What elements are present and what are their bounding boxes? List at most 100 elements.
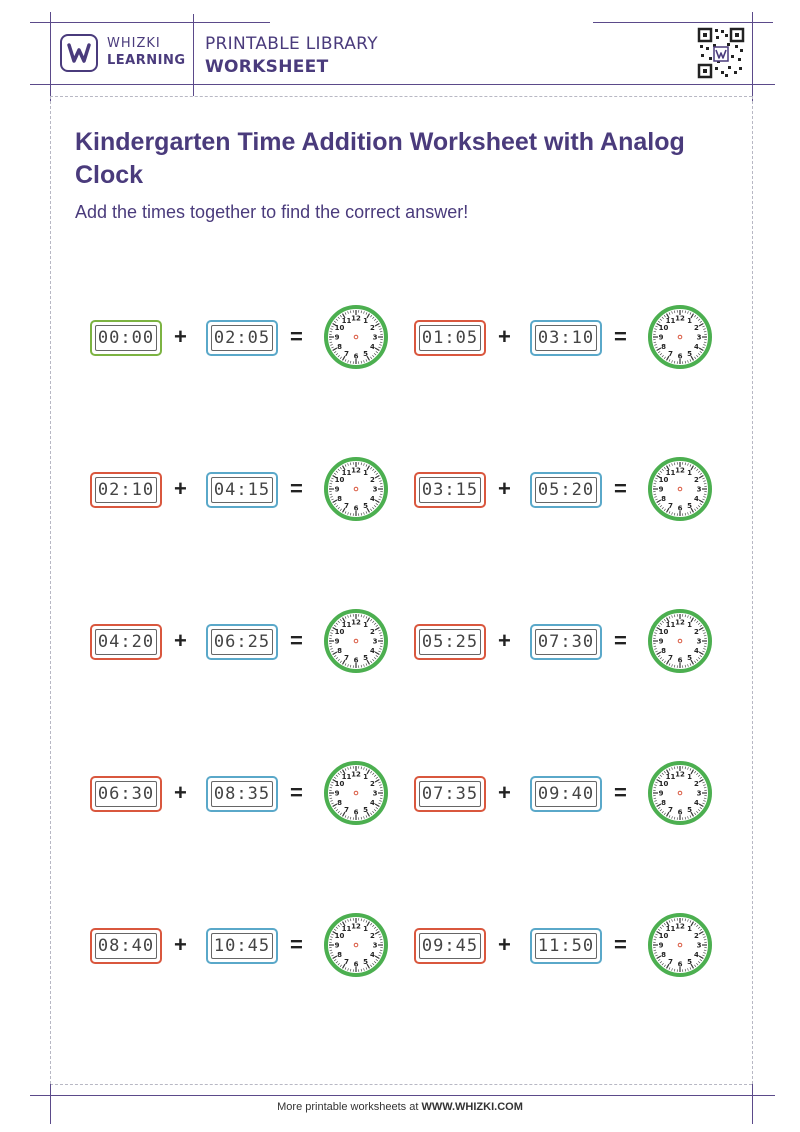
clock-tick bbox=[360, 766, 362, 770]
clock-tick bbox=[654, 936, 657, 938]
clock-tick bbox=[668, 511, 671, 514]
clock-tick bbox=[698, 474, 704, 479]
clock-tick bbox=[703, 645, 707, 647]
clock-tick bbox=[674, 918, 676, 922]
plus-sign: + bbox=[498, 324, 511, 349]
clock-number: 6 bbox=[678, 809, 683, 817]
clock-tick bbox=[696, 468, 699, 471]
clock-tick bbox=[694, 618, 697, 622]
clock-tick bbox=[379, 341, 383, 343]
clock-tick bbox=[374, 961, 377, 964]
digital-clock-a: 04:20 bbox=[90, 624, 162, 660]
clock-tick bbox=[656, 803, 662, 808]
clock-tick bbox=[333, 928, 337, 931]
clock-tick bbox=[655, 498, 658, 501]
header-right-rule bbox=[752, 12, 753, 102]
clock-number: 1 bbox=[687, 925, 692, 933]
clock-tick bbox=[347, 311, 349, 314]
clock-tick bbox=[330, 784, 333, 786]
clock-tick bbox=[698, 318, 701, 321]
clock-tick bbox=[341, 355, 346, 361]
clock-tick bbox=[657, 503, 661, 506]
time-problem: 00:00 +02:05 = 12 1 2 3 4 5 6 7 8 9 10 11 bbox=[90, 302, 420, 372]
clock-number: 8 bbox=[337, 951, 342, 959]
clock-tick bbox=[331, 325, 334, 328]
clock-tick bbox=[344, 815, 347, 818]
clock-tick bbox=[329, 483, 333, 485]
clock-tick bbox=[703, 496, 706, 498]
clock-tick bbox=[379, 784, 382, 786]
clock-tick bbox=[696, 924, 699, 927]
clock-number: 8 bbox=[337, 799, 342, 807]
clock-tick bbox=[375, 959, 379, 962]
clock-tick bbox=[674, 360, 676, 364]
clock-tick bbox=[339, 660, 342, 664]
clock-number: 2 bbox=[370, 476, 375, 484]
clock-tick bbox=[337, 355, 340, 358]
clock-number: 1 bbox=[363, 469, 368, 477]
clock-tick bbox=[655, 954, 658, 957]
clock-tick bbox=[702, 650, 705, 653]
time-value-b: 07:30 bbox=[535, 629, 597, 655]
clock-tick bbox=[335, 961, 338, 964]
clock-tick bbox=[665, 659, 670, 665]
clock-number: 6 bbox=[678, 505, 683, 513]
clock-tick bbox=[350, 918, 352, 922]
clock-tick bbox=[366, 659, 371, 665]
footer-rule bbox=[30, 1095, 775, 1096]
clock-tick bbox=[333, 624, 337, 627]
clock-tick bbox=[370, 356, 373, 360]
clock-number: 12 bbox=[351, 315, 361, 323]
clock-tick bbox=[374, 651, 380, 656]
clock-tick bbox=[374, 774, 377, 777]
clock-tick bbox=[657, 624, 661, 627]
clock-tick bbox=[698, 955, 704, 960]
clock-tick bbox=[333, 472, 337, 475]
clock-tick bbox=[330, 328, 333, 330]
clock-tick bbox=[330, 344, 333, 346]
clock-tick bbox=[674, 766, 676, 770]
clock-number: 6 bbox=[354, 809, 359, 817]
clock-number: 1 bbox=[363, 925, 368, 933]
clock-center bbox=[353, 942, 359, 948]
clock-number: 3 bbox=[697, 638, 702, 646]
clock-tick bbox=[656, 347, 662, 352]
clock-tick bbox=[663, 508, 666, 512]
clock-tick bbox=[372, 924, 375, 927]
footer-url[interactable]: WWW.WHIZKI.COM bbox=[421, 1101, 523, 1113]
clock-tick bbox=[653, 493, 657, 495]
digital-clock-a: 00:00 bbox=[90, 320, 162, 356]
clock-tick bbox=[684, 968, 686, 972]
clock-tick bbox=[654, 480, 657, 482]
clock-tick bbox=[363, 463, 365, 466]
clock-tick bbox=[668, 663, 671, 666]
clock-tick bbox=[341, 921, 346, 927]
clock-tick bbox=[703, 483, 707, 485]
clock-tick bbox=[366, 769, 371, 775]
clock-tick bbox=[331, 650, 334, 653]
clock-tick bbox=[331, 629, 334, 632]
clock-tick bbox=[689, 616, 692, 619]
header-top-rule-left bbox=[30, 22, 270, 23]
clock-tick bbox=[694, 660, 697, 664]
clock-tick bbox=[696, 316, 699, 319]
clock-tick bbox=[329, 939, 333, 941]
clock-tick bbox=[350, 816, 352, 820]
clock-number: 5 bbox=[687, 502, 692, 510]
clock-tick bbox=[337, 772, 340, 775]
time-problem: 08:40 +10:45 = 12 1 2 3 4 5 6 7 8 9 10 11 bbox=[90, 910, 420, 980]
clock-number: 3 bbox=[373, 942, 378, 950]
clock-tick bbox=[360, 816, 362, 820]
clock-number: 2 bbox=[694, 628, 699, 636]
clock-tick bbox=[341, 963, 346, 969]
clock-tick bbox=[699, 807, 703, 810]
clock-tick bbox=[659, 926, 662, 929]
clock-tick bbox=[665, 617, 670, 623]
clock-tick bbox=[341, 507, 346, 513]
clock-tick bbox=[375, 655, 379, 658]
clock-tick bbox=[333, 959, 337, 962]
page-border-left bbox=[50, 96, 51, 1084]
clock-tick bbox=[333, 320, 337, 323]
clock-tick bbox=[363, 512, 365, 515]
